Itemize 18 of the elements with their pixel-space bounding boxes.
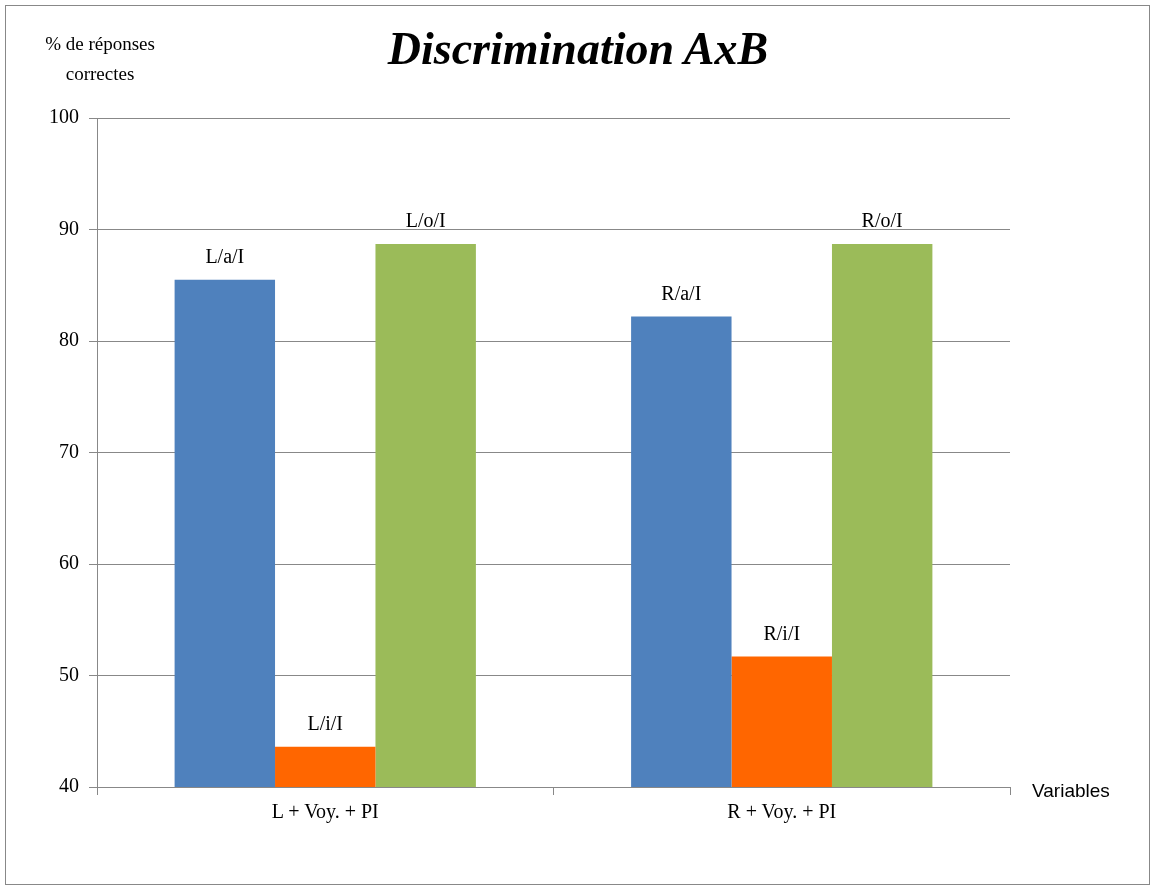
y-tick-label: 60 (59, 551, 79, 574)
data-label: R/i/I (763, 621, 801, 644)
y-tick-label: 80 (59, 328, 79, 351)
data-label: L/i/I (307, 712, 344, 735)
y-tick-label: 70 (59, 439, 79, 462)
y-axis-title: % de réponses correctes (45, 32, 155, 84)
x-tick-label: L + Voy. + PI (271, 800, 379, 824)
data-label: L/a/I (205, 244, 245, 267)
data-label: R/o/I (861, 209, 903, 232)
x-axis-title: Variables (1032, 780, 1110, 802)
data-label: R/a/I (661, 281, 702, 304)
y-tick-label: 50 (59, 662, 79, 685)
chart-title: Discrimination AxB (386, 22, 769, 74)
data-label: L/o/I (405, 209, 446, 232)
y-tick-label: 100 (49, 105, 79, 128)
x-tick-label: R + Voy. + PI (727, 800, 837, 824)
y-tick-label: 40 (59, 774, 79, 797)
y-tick-label: 90 (59, 216, 79, 239)
